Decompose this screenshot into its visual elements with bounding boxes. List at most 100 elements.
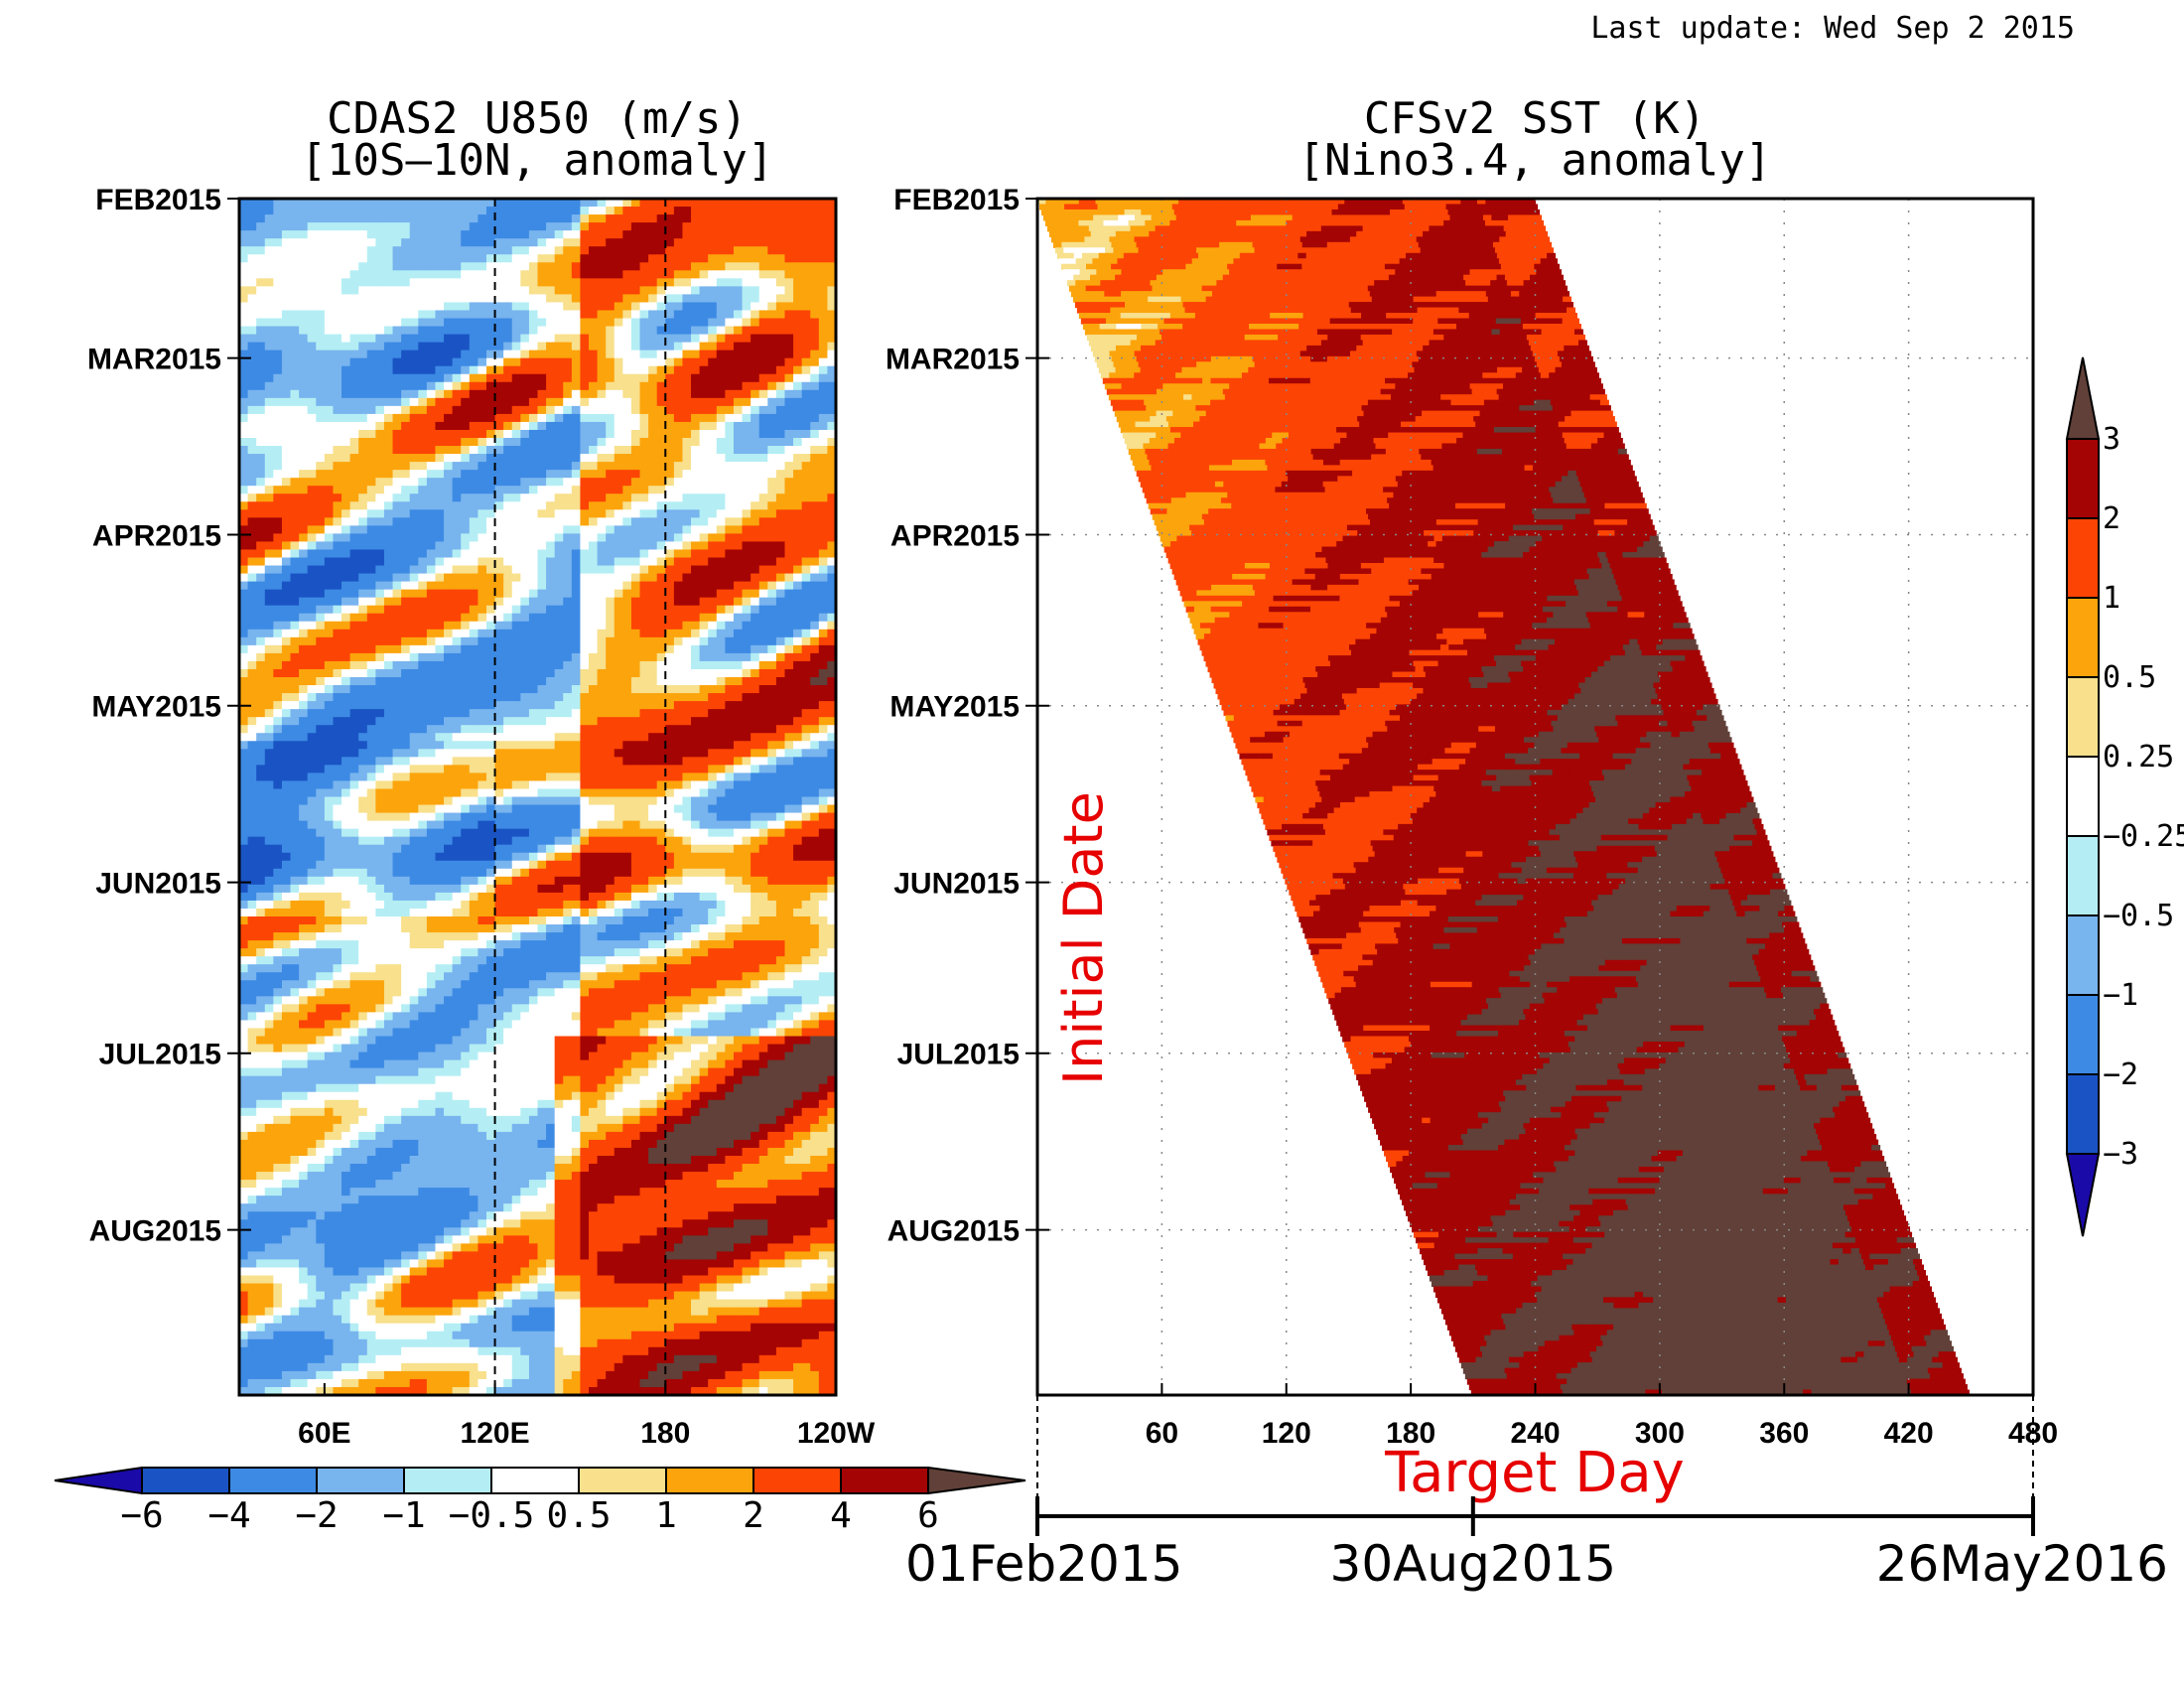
heatmap-cell — [264, 573, 274, 583]
heatmap-cell — [375, 238, 385, 247]
heatmap-cell — [520, 709, 530, 718]
heatmap-cell — [758, 597, 768, 607]
heatmap-cell — [665, 757, 675, 766]
heatmap-cell — [435, 310, 445, 320]
heatmap-cell — [366, 636, 376, 646]
heatmap-cell — [281, 652, 292, 662]
heatmap-cell — [784, 757, 794, 766]
heatmap-cell — [656, 525, 666, 534]
heatmap-cell — [307, 262, 317, 271]
heatmap-cell — [366, 557, 376, 567]
heatmap-cell — [452, 389, 462, 399]
heatmap-cell — [494, 478, 504, 487]
heatmap-cell — [383, 286, 394, 295]
heatmap-cell — [751, 421, 760, 431]
heatmap-cell — [682, 677, 692, 686]
heatmap-cell — [554, 438, 564, 447]
heatmap-cell — [818, 302, 829, 312]
heatmap-cell — [485, 629, 496, 638]
heatmap-cell — [801, 429, 811, 439]
heatmap-cell — [606, 581, 615, 591]
heatmap-cell — [264, 207, 274, 215]
heatmap-cell — [239, 629, 249, 638]
heatmap-cell — [239, 501, 249, 510]
heatmap-cell — [682, 652, 692, 662]
heatmap-cell — [589, 685, 599, 694]
heatmap-cell — [341, 517, 351, 526]
heatmap-cell — [366, 541, 376, 551]
heatmap-cell — [418, 413, 428, 423]
heatmap-cell — [316, 677, 326, 686]
heatmap-cell — [375, 318, 385, 328]
heatmap-cell — [784, 605, 794, 615]
heatmap-cell — [546, 685, 556, 694]
heatmap-cell — [793, 270, 803, 279]
heatmap-cell — [537, 605, 547, 615]
heatmap-cell — [316, 207, 326, 215]
heatmap-cell — [801, 365, 811, 375]
heatmap-cell — [725, 701, 735, 710]
heatmap-cell — [281, 214, 292, 223]
heatmap-cell — [758, 749, 768, 758]
heatmap-cell — [580, 644, 590, 654]
heatmap-cell — [366, 334, 376, 344]
heatmap-cell — [827, 199, 837, 208]
heatmap-cell — [528, 462, 539, 471]
heatmap-cell — [665, 454, 675, 463]
heatmap-cell — [827, 246, 837, 255]
heatmap-cell — [691, 357, 701, 367]
heatmap-cell — [341, 733, 351, 742]
heatmap-cell — [324, 230, 335, 239]
heatmap-cell — [452, 668, 462, 678]
heatmap-cell — [281, 509, 292, 518]
heatmap-cell — [708, 693, 718, 702]
heatmap-cell — [461, 214, 471, 223]
heatmap-cell — [546, 501, 556, 510]
heatmap-cell — [699, 462, 709, 471]
heatmap-cell — [606, 286, 615, 295]
heatmap-cell — [810, 389, 820, 399]
heatmap-cell — [426, 557, 437, 567]
heatmap-cell — [383, 501, 394, 510]
heatmap-cell — [528, 397, 539, 407]
heatmap-cell — [630, 270, 641, 279]
heatmap-cell — [273, 310, 283, 320]
heatmap-cell — [699, 725, 709, 734]
heatmap-cell — [528, 493, 539, 502]
heatmap-cell — [341, 199, 351, 208]
heatmap-cell — [801, 446, 811, 455]
heatmap-cell — [606, 629, 615, 638]
heatmap-cell — [622, 677, 632, 686]
heatmap-cell — [622, 717, 632, 726]
heatmap-cell — [793, 541, 803, 551]
heatmap-cell — [478, 478, 487, 487]
heatmap-cell — [494, 389, 504, 399]
heatmap-cell — [435, 565, 445, 575]
heatmap-cell — [614, 478, 623, 487]
heatmap-cell — [827, 709, 837, 718]
heatmap-cell — [733, 199, 744, 208]
heatmap-cell — [563, 581, 573, 591]
heatmap-cell — [580, 429, 590, 439]
heatmap-cell — [733, 597, 744, 607]
heatmap-cell — [742, 565, 751, 575]
heatmap-cell — [801, 509, 811, 518]
heatmap-cell — [775, 230, 786, 239]
heatmap-cell — [775, 613, 786, 623]
heatmap-cell — [366, 589, 376, 599]
heatmap-cell — [793, 438, 803, 447]
heatmap-cell — [725, 326, 735, 336]
heatmap-cell — [401, 470, 411, 479]
heatmap-cell — [784, 365, 794, 375]
heatmap-cell — [793, 278, 803, 287]
heatmap-cell — [597, 421, 607, 431]
heatmap-cell — [691, 652, 701, 662]
heatmap-cell — [511, 636, 521, 646]
heatmap-cell — [375, 207, 385, 215]
heatmap-cell — [733, 573, 744, 583]
heatmap-cell — [452, 533, 462, 543]
heatmap-cell — [503, 413, 513, 423]
heatmap-cell — [239, 446, 249, 455]
heatmap-cell — [725, 573, 735, 583]
heatmap-cell — [606, 668, 615, 678]
